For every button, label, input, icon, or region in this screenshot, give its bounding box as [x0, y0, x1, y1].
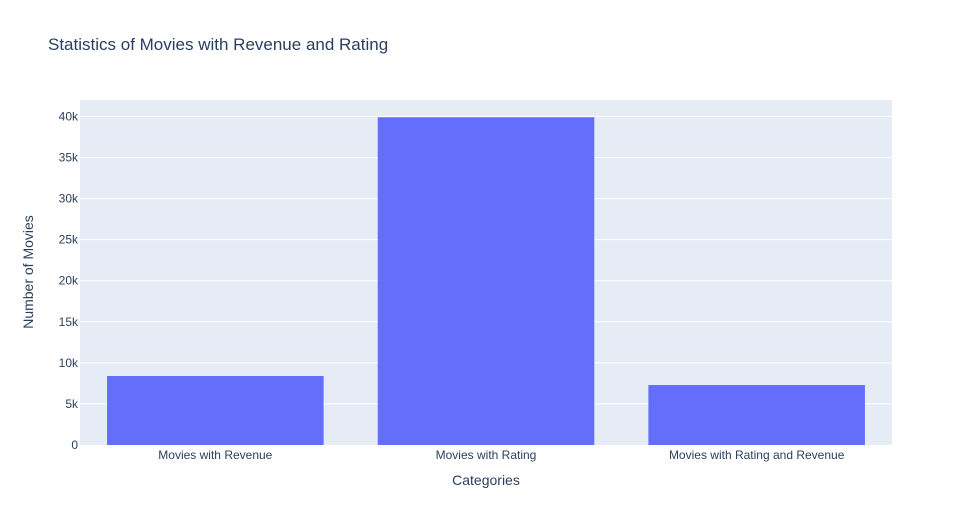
y-tick-label: 40k	[59, 109, 79, 123]
y-tick-label: 35k	[59, 151, 79, 165]
bar	[377, 117, 595, 445]
y-tick-label: 30k	[59, 192, 79, 206]
y-tick-label: 10k	[59, 356, 79, 370]
bars	[107, 117, 865, 445]
bar	[107, 376, 324, 445]
y-tick-label: 0	[71, 438, 78, 452]
x-tick-label: Movies with Rating	[436, 448, 537, 462]
x-axis-ticks: Movies with Revenue Movies with Rating Mov…	[158, 448, 844, 462]
bar	[648, 385, 865, 445]
y-tick-label: 25k	[59, 233, 79, 247]
y-tick-label: 15k	[59, 315, 79, 329]
x-tick-label: Movies with Rating and Revenue	[669, 448, 845, 462]
x-axis-title: Categories	[452, 472, 520, 488]
y-tick-label: 5k	[65, 397, 79, 411]
y-axis-title: Number of Movies	[20, 215, 36, 329]
x-tick-label: Movies with Revenue	[158, 448, 272, 462]
y-axis-ticks: 0 5k 10k 15k 20k 25k 30k 35k 40k	[59, 109, 79, 452]
chart-title: Statistics of Movies with Revenue and Ra…	[48, 35, 388, 54]
y-tick-label: 20k	[59, 274, 79, 288]
